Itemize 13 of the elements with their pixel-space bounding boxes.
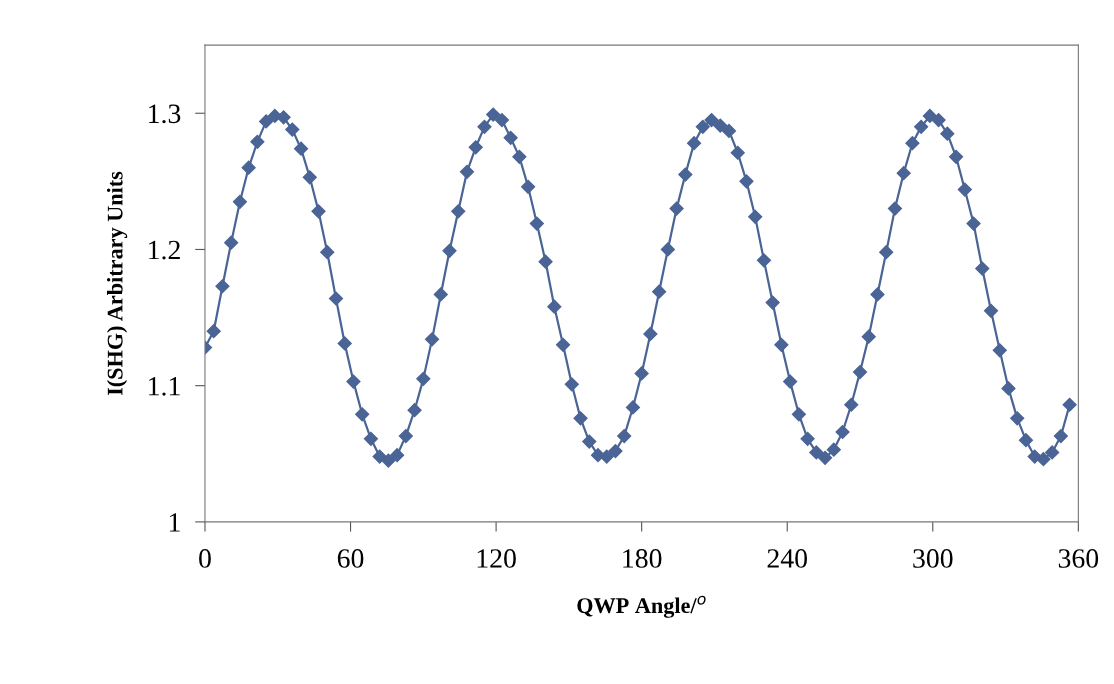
x-tick-label: 120 <box>477 549 516 568</box>
x-tick-label: 0 <box>199 549 211 568</box>
x-tick-label: 60 <box>337 549 364 568</box>
x-tick-label: 360 <box>1058 549 1099 568</box>
y-tick-label: 1.1 <box>149 376 180 396</box>
y-axis-title: I(SHG) Arbitrary Units <box>106 171 128 396</box>
x-tick-label: 300 <box>913 549 953 568</box>
y-tick-label: 1.3 <box>149 104 181 124</box>
y-tick-label: 1.2 <box>149 240 180 260</box>
y-tick-label: 1 <box>169 513 180 532</box>
x-tick-label: 180 <box>623 549 662 568</box>
x-axis-title: QWP Angle/$^{o}$ <box>577 595 706 618</box>
x-tick-label: 240 <box>767 549 807 568</box>
